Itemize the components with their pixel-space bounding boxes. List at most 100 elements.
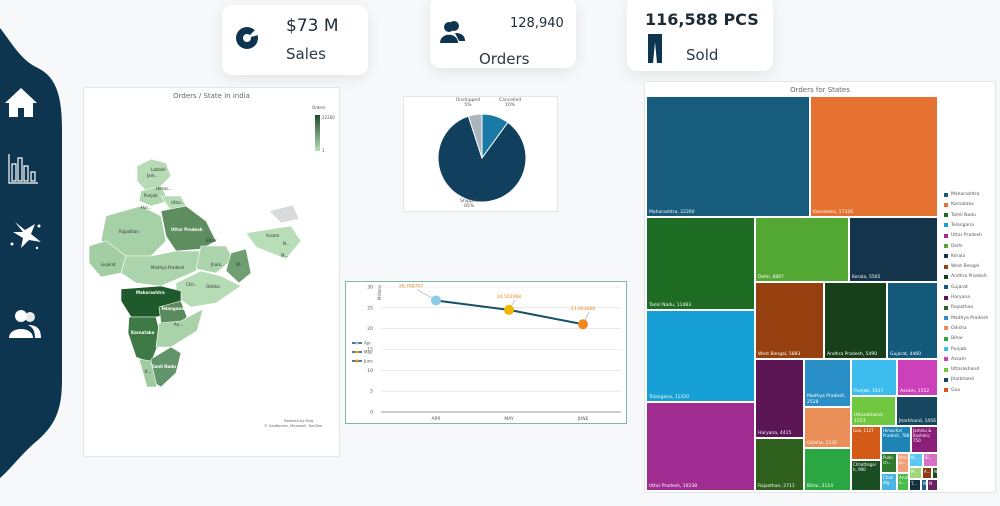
map-region-jk[interactable] [136,158,172,192]
map-attribution-1: Powered by Bing [284,419,314,423]
legend-swatch [944,254,948,259]
y-tick-label: 5 [370,389,373,395]
map-region-ne[interactable] [245,225,302,260]
data-point[interactable] [431,295,441,306]
pie-label-cancelled-name: Cancelled [499,98,522,103]
treemap-tile[interactable]: Bihar, 2114 [804,448,851,491]
treemap-tile[interactable]: Chhattisgar h, 900 [851,460,881,491]
treemap-tile[interactable]: Delhi, 6867 [755,217,849,282]
legend-label: Uttarakhand [951,367,980,373]
treemap-tile[interactable]: West Bengal, 5883 [755,282,824,359]
treemap-tile-label: Himachal Pradesh, 788 [883,428,910,438]
map-region-ap[interactable] [155,308,204,348]
legend-label: Apr [364,341,371,346]
treemap-tile[interactable]: Goa, 1127 [851,426,881,460]
treemap-tile[interactable]: Karnataka, 17326 [810,96,938,217]
legend-swatch [944,244,948,248]
legend-swatch [944,377,948,382]
map-region-kl[interactable] [138,358,158,388]
treemap-tile[interactable]: Arun a... [897,473,909,491]
treemap-tile-label: Madhya Pradesh, 2528 [807,394,846,405]
treemap-tile-label: Tamil Nadu, 11483 [649,302,692,308]
treemap-tile[interactable]: Telangana, 11320 [646,310,755,402]
treemap-tile[interactable]: T... [909,479,921,491]
treemap-tile-label: N [923,481,926,486]
treemap-tile-label: Chan dig... [883,475,894,485]
treemap-tile[interactable]: Chan dig... [881,473,897,491]
treemap-tile[interactable]: Pudu ch... [881,453,897,473]
map-label: Telangana [161,306,184,311]
map-label: Rajasthan [119,229,139,234]
monthly-sales-line-panel: 0 5 10 15 20 25 30 APR MAY JUNE 26.768757 24.502068… [345,281,627,424]
treemap-tile[interactable]: Punjab, 1917 [851,359,897,396]
sidebar-item-users[interactable] [8,308,42,342]
treemap-tile-label: N [934,469,937,474]
treemap-tile-label: Arun a... [899,475,909,485]
sidebar-item-home[interactable] [3,86,39,120]
map-region-up[interactable] [160,205,217,252]
treemap-tile-label: Si... [925,455,933,460]
sales-value: $73 M [286,16,339,36]
treemap-tile[interactable]: N [921,479,927,491]
map-region-ar[interactable] [268,204,300,224]
treemap-tile-label: Karnataka, 17326 [813,209,853,215]
map-label: N... [283,241,290,246]
legend-swatch [944,357,948,362]
treemap-tile[interactable]: Kerala, 5565 [849,217,938,282]
treemap-tile[interactable]: N [932,467,938,479]
treemap-tile[interactable]: A... [922,467,932,479]
map-label: Punjab [144,193,158,198]
sidebar-item-splash[interactable] [9,218,43,252]
sales-label: Sales [286,45,326,63]
treemap-tile[interactable]: Jharkhand, 1456 [896,396,938,426]
pie-slice-shipped[interactable] [437,115,527,203]
map-region-bih[interactable] [195,245,234,274]
treemap-tile[interactable]: Assam, 1552 [897,359,938,396]
treemap-tile[interactable]: Si... [923,453,938,467]
treemap-tile[interactable]: Uttarakhand, 1553 [851,396,896,426]
map-label: Madhya Pradesh [151,265,185,270]
trousers-icon [648,34,662,63]
treemap-tile[interactable]: Man ip... [897,453,909,473]
pie-label-unshipped: Unshipped 5% [456,98,480,108]
map-region-mp[interactable] [120,250,202,287]
legend-label: Delhi [951,243,963,249]
legend-swatch [944,223,948,228]
pie-slice-unshipped[interactable] [467,113,483,159]
map-region-wb[interactable] [225,248,252,284]
treemap-tile[interactable]: N [927,479,938,491]
treemap-tile[interactable]: Tamil Nadu, 11483 [646,217,755,310]
home-icon [5,88,37,117]
treemap-tile[interactable]: Himachal Pradesh, 788 [881,426,911,453]
sold-value: 116,588 PCS [645,10,759,29]
treemap-tile[interactable]: N... [909,453,923,467]
x-tick-label: JUNE [577,416,589,422]
data-point[interactable] [504,304,514,315]
treemap-tile[interactable]: M... [909,467,922,479]
line-ylabel: Millions [377,285,382,300]
treemap-tile[interactable]: Gujarat, 4460 [887,282,938,359]
data-point[interactable] [578,319,588,330]
map-label: Jhark... [210,262,225,267]
treemap-tile[interactable]: Haryana, 4415 [755,359,804,438]
bar-chart-icon [8,154,38,184]
legend-label: Punjab [951,346,967,352]
treemap-tile[interactable]: Maharashtra, 22260 [646,96,810,217]
map-label: Karnataka [131,330,155,335]
treemap-tile-label: M... [911,469,919,474]
treemap-tile[interactable]: Odisha, 2130 [804,407,851,448]
map-legend-title: Orders [312,105,326,110]
map-region-hp[interactable] [138,185,170,207]
treemap-tile[interactable]: Jammu & Kashmir, 750 [911,426,938,453]
treemap-tile[interactable]: Uttar Pradesh, 10238 [646,402,755,491]
sidebar-item-charts[interactable] [7,152,39,184]
treemap-tile-label: Goa, 1127 [853,428,874,433]
legend-swatch [944,295,948,300]
sidebar [0,0,70,502]
treemap-tile[interactable]: Andhra Pradesh, 5490 [824,282,887,359]
legend-label: Andhra Pradesh [951,274,987,280]
map-label: Tamil Nadu [151,364,176,369]
treemap-tile[interactable]: Madhya Pradesh, 2528 [804,359,851,407]
treemap-tile[interactable]: Rajasthan, 2711 [755,438,804,491]
